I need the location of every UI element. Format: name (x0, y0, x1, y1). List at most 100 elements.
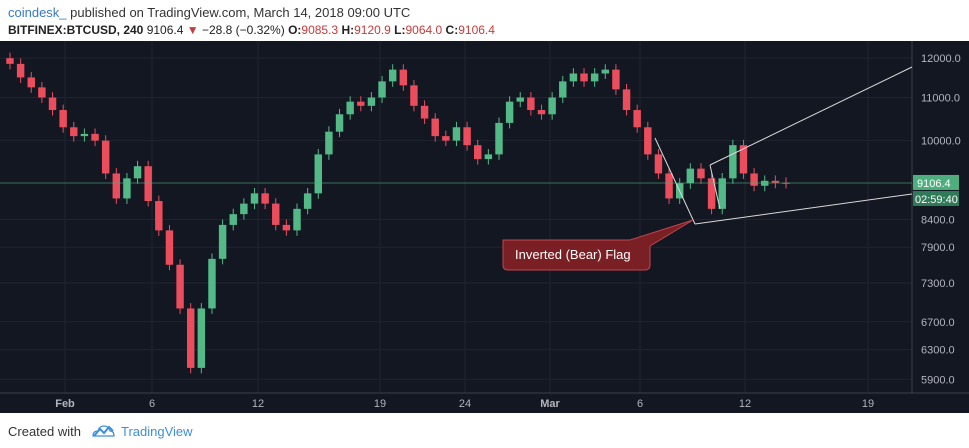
y-tick-label: 7900.0 (921, 242, 955, 254)
high-value: 9120.9 (354, 23, 391, 37)
created-with-text: Created with (8, 423, 81, 439)
candle (686, 163, 695, 189)
candle (112, 168, 121, 204)
x-tick-label: 12 (739, 398, 751, 410)
candle (718, 172, 726, 215)
candle (654, 149, 663, 179)
candle (495, 117, 503, 160)
candle (399, 64, 408, 91)
candle (48, 92, 57, 116)
candle (452, 121, 461, 147)
candle (729, 139, 737, 184)
candle (250, 187, 259, 210)
y-tick-label: 11000.0 (921, 93, 960, 105)
y-tick-label: 5900.0 (921, 374, 955, 386)
trendline (694, 193, 913, 225)
countdown-label: 02:59:40 (915, 194, 958, 206)
cloud-icon (91, 423, 115, 440)
annotation-callout (502, 219, 694, 271)
candle (27, 72, 35, 93)
close-label: C: (445, 23, 459, 37)
candle (771, 175, 780, 189)
symbol-label: BITFINEX:BTCUSD, 240 (8, 23, 144, 37)
candle (410, 79, 418, 112)
candle (612, 64, 620, 95)
candle (155, 195, 163, 236)
grid (0, 41, 912, 393)
trendline (709, 164, 721, 210)
change-value: −28.8 (−0.32%) (201, 23, 285, 37)
candle (750, 168, 758, 192)
price-axis[interactable]: 12000.0 11000.0 10000.0 8400.0 7900.0 7300.0 6… (921, 53, 961, 386)
y-tick-label: 6700.0 (921, 317, 955, 329)
publish-info: coindesk_ published on TradingView.com, … (8, 5, 410, 21)
candle (293, 203, 301, 236)
candle (633, 104, 641, 133)
x-tick-label: 12 (252, 398, 264, 410)
candle (644, 121, 652, 160)
candle (527, 92, 535, 116)
candle (442, 130, 450, 147)
time-axis[interactable]: Feb 6 12 19 24 Mar 6 12 19 (55, 398, 874, 410)
author-name[interactable]: coindesk_ (8, 5, 67, 20)
candle (80, 128, 89, 142)
candle (59, 104, 67, 133)
last-price-tag: 9106.4 02:59:40 (913, 174, 959, 206)
candle (197, 303, 206, 374)
candle (601, 64, 610, 79)
candle (38, 81, 46, 103)
last-value: 9106.4 (146, 23, 184, 37)
chart-area[interactable]: 12000.0 11000.0 10000.0 8400.0 7900.0 7300.0 6… (0, 41, 969, 413)
candle (186, 303, 195, 374)
candle (208, 253, 216, 314)
candle (240, 198, 248, 220)
footer: Created with TradingView (8, 421, 193, 441)
candle (697, 163, 705, 184)
candle (123, 172, 131, 204)
candle (346, 96, 354, 120)
candle (516, 92, 524, 108)
candle (622, 83, 631, 116)
candle (165, 224, 174, 271)
candle (665, 168, 673, 204)
candle (133, 160, 142, 184)
candle (91, 128, 99, 147)
low-label: L: (394, 23, 406, 37)
candles (6, 52, 790, 374)
candle (261, 187, 269, 210)
x-tick-label: 6 (637, 398, 643, 410)
candle (388, 64, 397, 87)
candle (537, 104, 546, 120)
tradingview-link[interactable]: TradingView (120, 423, 193, 439)
candle (303, 187, 312, 215)
y-tick-label: 12000.0 (921, 53, 961, 65)
high-label: H: (341, 23, 355, 37)
annotation-text: Inverted (Bear) Flag (515, 247, 631, 262)
candle (272, 198, 280, 231)
annotation-bubble[interactable]: Inverted (Bear) Flag (502, 219, 694, 271)
x-tick-label: 19 (374, 398, 386, 410)
candle (378, 75, 386, 103)
svg-text:9106.4: 9106.4 (917, 178, 951, 190)
open-label: O: (288, 23, 302, 37)
candle (70, 121, 78, 142)
candle (707, 172, 716, 215)
candle (474, 139, 482, 165)
low-value: 9064.0 (405, 23, 443, 37)
x-tick-label: Feb (55, 398, 75, 410)
trendline (654, 137, 696, 225)
open-value: 9085.3 (301, 23, 339, 37)
candle (176, 259, 184, 314)
x-tick-label: 24 (459, 398, 471, 410)
candle (101, 135, 110, 179)
candle (16, 58, 25, 83)
x-tick-label: Mar (540, 398, 560, 410)
ohlc-legend: BITFINEX:BTCUSD, 240 9106.4 ▼ −28.8 (−0.… (8, 23, 495, 39)
candle (229, 208, 237, 231)
candle (367, 92, 376, 112)
candle (6, 52, 14, 70)
published-text: published on TradingView.com, March 14, … (70, 5, 411, 20)
x-tick-label: 19 (862, 398, 874, 410)
candle (484, 149, 493, 165)
candle (559, 75, 567, 103)
